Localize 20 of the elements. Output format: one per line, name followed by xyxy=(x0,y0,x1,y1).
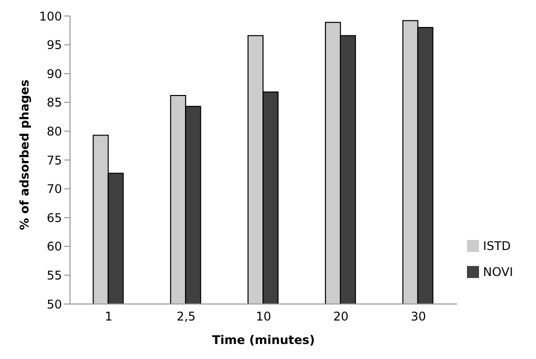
y-tick-label: 55 xyxy=(46,268,62,282)
y-axis-title: % of adsorbed phages xyxy=(17,80,32,230)
x-tick-label: 20 xyxy=(333,310,349,324)
y-tick-label: 100 xyxy=(39,9,62,24)
legend-label: NOVI xyxy=(483,265,513,279)
y-tick-label: 65 xyxy=(46,210,62,225)
y-tick-label: 70 xyxy=(46,182,62,196)
y-tick-label: 60 xyxy=(46,240,62,254)
x-axis-title: Time (minutes) xyxy=(212,333,315,347)
x-tick-label: 2,5 xyxy=(176,310,196,324)
y-tick-label: 85 xyxy=(46,96,62,110)
x-tick-label: 30 xyxy=(410,310,426,324)
y-tick-label: 90 xyxy=(46,66,62,81)
legend-label: ISTD xyxy=(483,239,511,253)
x-tick-label: 10 xyxy=(256,310,272,324)
y-tick-label: 95 xyxy=(46,38,62,52)
x-tick-label: 1 xyxy=(104,310,113,324)
y-tick-label: 75 xyxy=(46,153,62,168)
y-tick-label: 50 xyxy=(46,297,62,312)
y-tick-label: 80 xyxy=(46,124,62,138)
